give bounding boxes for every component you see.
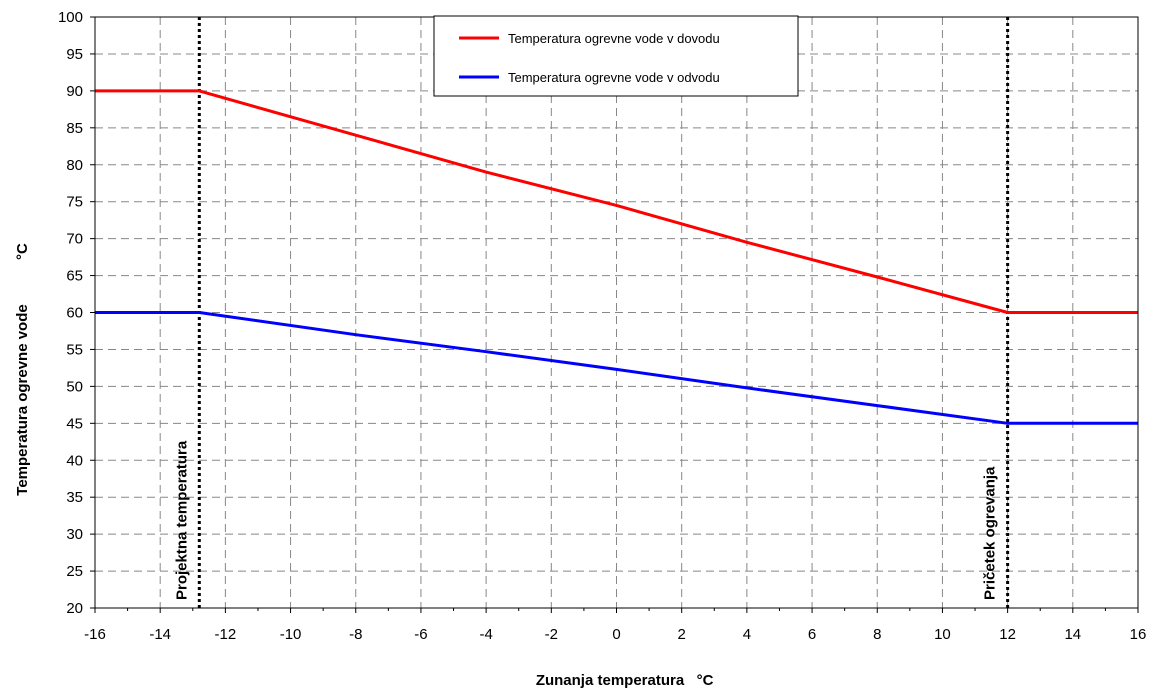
x-tick-label: -8: [349, 626, 362, 643]
x-tick-label: 14: [1064, 626, 1081, 643]
x-tick-label: 8: [873, 626, 881, 643]
x-tick-label: -14: [149, 626, 171, 643]
y-tick-label: 70: [66, 231, 83, 248]
x-tick-label: 6: [808, 626, 816, 643]
y-axis-title: Temperatura ogrevne vode: [14, 304, 31, 495]
y-tick-label: 55: [66, 341, 83, 358]
y-tick-label: 25: [66, 563, 83, 580]
x-tick-label: -6: [414, 626, 427, 643]
series-line: [95, 89, 1138, 314]
legend-label: Temperatura ogrevne vode v odvodu: [508, 70, 720, 85]
y-tick-label: 20: [66, 600, 83, 617]
annotation-label: Projektna temperatura: [173, 440, 190, 600]
y-tick-label: 90: [66, 83, 83, 100]
y-tick-label: 50: [66, 378, 83, 395]
y-tick-label: 85: [66, 120, 83, 137]
y-tick-label: 95: [66, 46, 83, 63]
legend: Temperatura ogrevne vode v dovodu Tempera…: [433, 15, 799, 97]
y-tick-label: 100: [58, 9, 83, 26]
legend-box: [433, 15, 799, 97]
y-tick-label: 65: [66, 268, 83, 285]
x-tick-label: 12: [999, 626, 1016, 643]
y-axis-title-group: Temperatura ogrevne vode °C: [14, 243, 31, 496]
x-tick-label: 0: [612, 626, 620, 643]
x-tick-label: -10: [280, 626, 302, 643]
y-tick-label: 45: [66, 415, 83, 432]
y-axis-unit: °C: [14, 243, 31, 260]
series-line: [95, 311, 1138, 425]
gridlines: [95, 17, 1138, 608]
axis-ticks: -16 -14 -12 -10 -8 -6 -4 -2 0 2 4 6 8 10 12 14 16 20 25 30 3…: [58, 9, 1146, 643]
x-tick-label: 2: [678, 626, 686, 643]
x-tick-label: -4: [479, 626, 492, 643]
y-tick-label: 75: [66, 194, 83, 211]
y-tick-label: 40: [66, 452, 83, 469]
legend-label: Temperatura ogrevne vode v dovodu: [508, 31, 720, 46]
x-tick-label: 10: [934, 626, 951, 643]
x-tick-label: 4: [743, 626, 751, 643]
annotation-label: Pričetek ogrevanja: [982, 466, 999, 600]
y-tick-label: 35: [66, 489, 83, 506]
y-tick-label: 60: [66, 305, 83, 322]
y-tick-label: 30: [66, 526, 83, 543]
x-axis-title: Zunanja temperatura: [536, 672, 685, 689]
x-tick-label: -12: [215, 626, 237, 643]
y-tick-label: 80: [66, 157, 83, 174]
x-tick-label: 16: [1130, 626, 1147, 643]
x-axis-unit: °C: [697, 672, 714, 689]
x-tick-label: -16: [84, 626, 106, 643]
x-tick-label: -2: [545, 626, 558, 643]
series-layer: [95, 89, 1138, 425]
annotation-labels: Projektna temperatura Pričetek ogrevanja: [173, 440, 998, 600]
